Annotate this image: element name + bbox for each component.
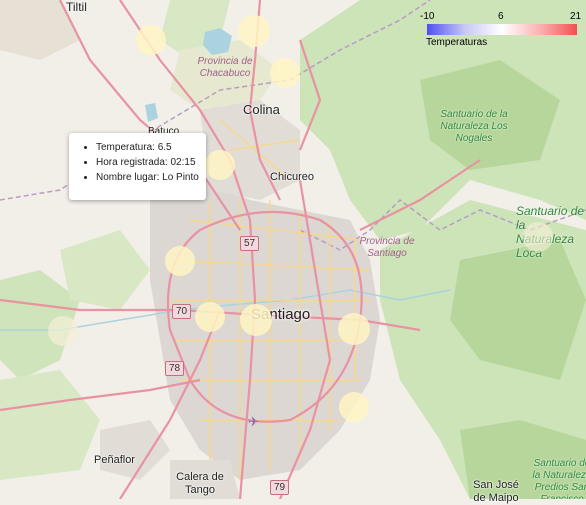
- temperature-marker[interactable]: [240, 304, 272, 336]
- legend-tick-mid: 6: [498, 11, 504, 22]
- route-shield-78: 78: [165, 361, 185, 376]
- temperature-marker[interactable]: [165, 246, 195, 276]
- temperature-marker[interactable]: [338, 313, 370, 345]
- legend-tick-max: 21: [570, 11, 582, 22]
- temperature-marker[interactable]: [270, 58, 300, 88]
- temperature-marker[interactable]: [339, 392, 369, 422]
- popup-place: Nombre lugar: Lo Pinto: [96, 170, 206, 185]
- route-shield-57: 57: [240, 236, 260, 251]
- temperature-legend: -10 6 21 Temperaturas: [420, 9, 582, 51]
- legend-tick-min: -10: [420, 11, 435, 22]
- popup-time: Hora registrada: 02:15: [96, 155, 206, 170]
- temperature-marker[interactable]: [205, 150, 235, 180]
- marker-popup: Temperatura: 6.5 Hora registrada: 02:15 …: [69, 133, 206, 200]
- temperature-marker[interactable]: [195, 302, 225, 332]
- popup-temperature: Temperatura: 6.5: [96, 140, 206, 155]
- route-shield-79: 79: [270, 480, 290, 495]
- legend-color-bar: [427, 24, 577, 35]
- svg-text:✈: ✈: [248, 415, 259, 430]
- legend-title: Temperaturas: [426, 37, 488, 48]
- temperature-marker[interactable]: [48, 316, 78, 346]
- temperature-marker[interactable]: [523, 222, 553, 252]
- route-shield-70: 70: [172, 304, 192, 319]
- temperature-marker[interactable]: [238, 15, 270, 47]
- popup-list: Temperatura: 6.5 Hora registrada: 02:15 …: [69, 133, 206, 185]
- temperature-marker[interactable]: [136, 25, 166, 55]
